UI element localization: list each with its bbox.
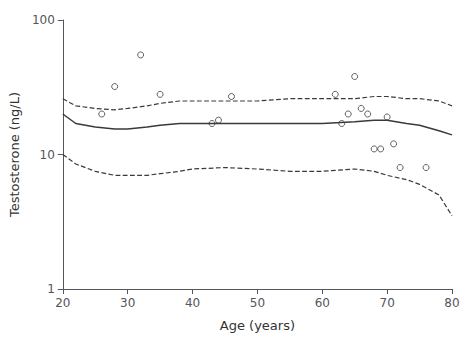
svg-text:Testosterone (ng/L): Testosterone (ng/L) [7,92,22,218]
svg-text:60: 60 [315,296,330,310]
svg-text:Age (years): Age (years) [220,318,295,333]
svg-text:40: 40 [185,296,200,310]
svg-text:1: 1 [47,282,55,296]
svg-text:70: 70 [379,296,394,310]
svg-text:30: 30 [120,296,135,310]
svg-text:50: 50 [250,296,265,310]
svg-text:100: 100 [32,13,55,27]
svg-text:80: 80 [444,296,459,310]
svg-text:10: 10 [40,148,55,162]
svg-text:20: 20 [55,296,70,310]
